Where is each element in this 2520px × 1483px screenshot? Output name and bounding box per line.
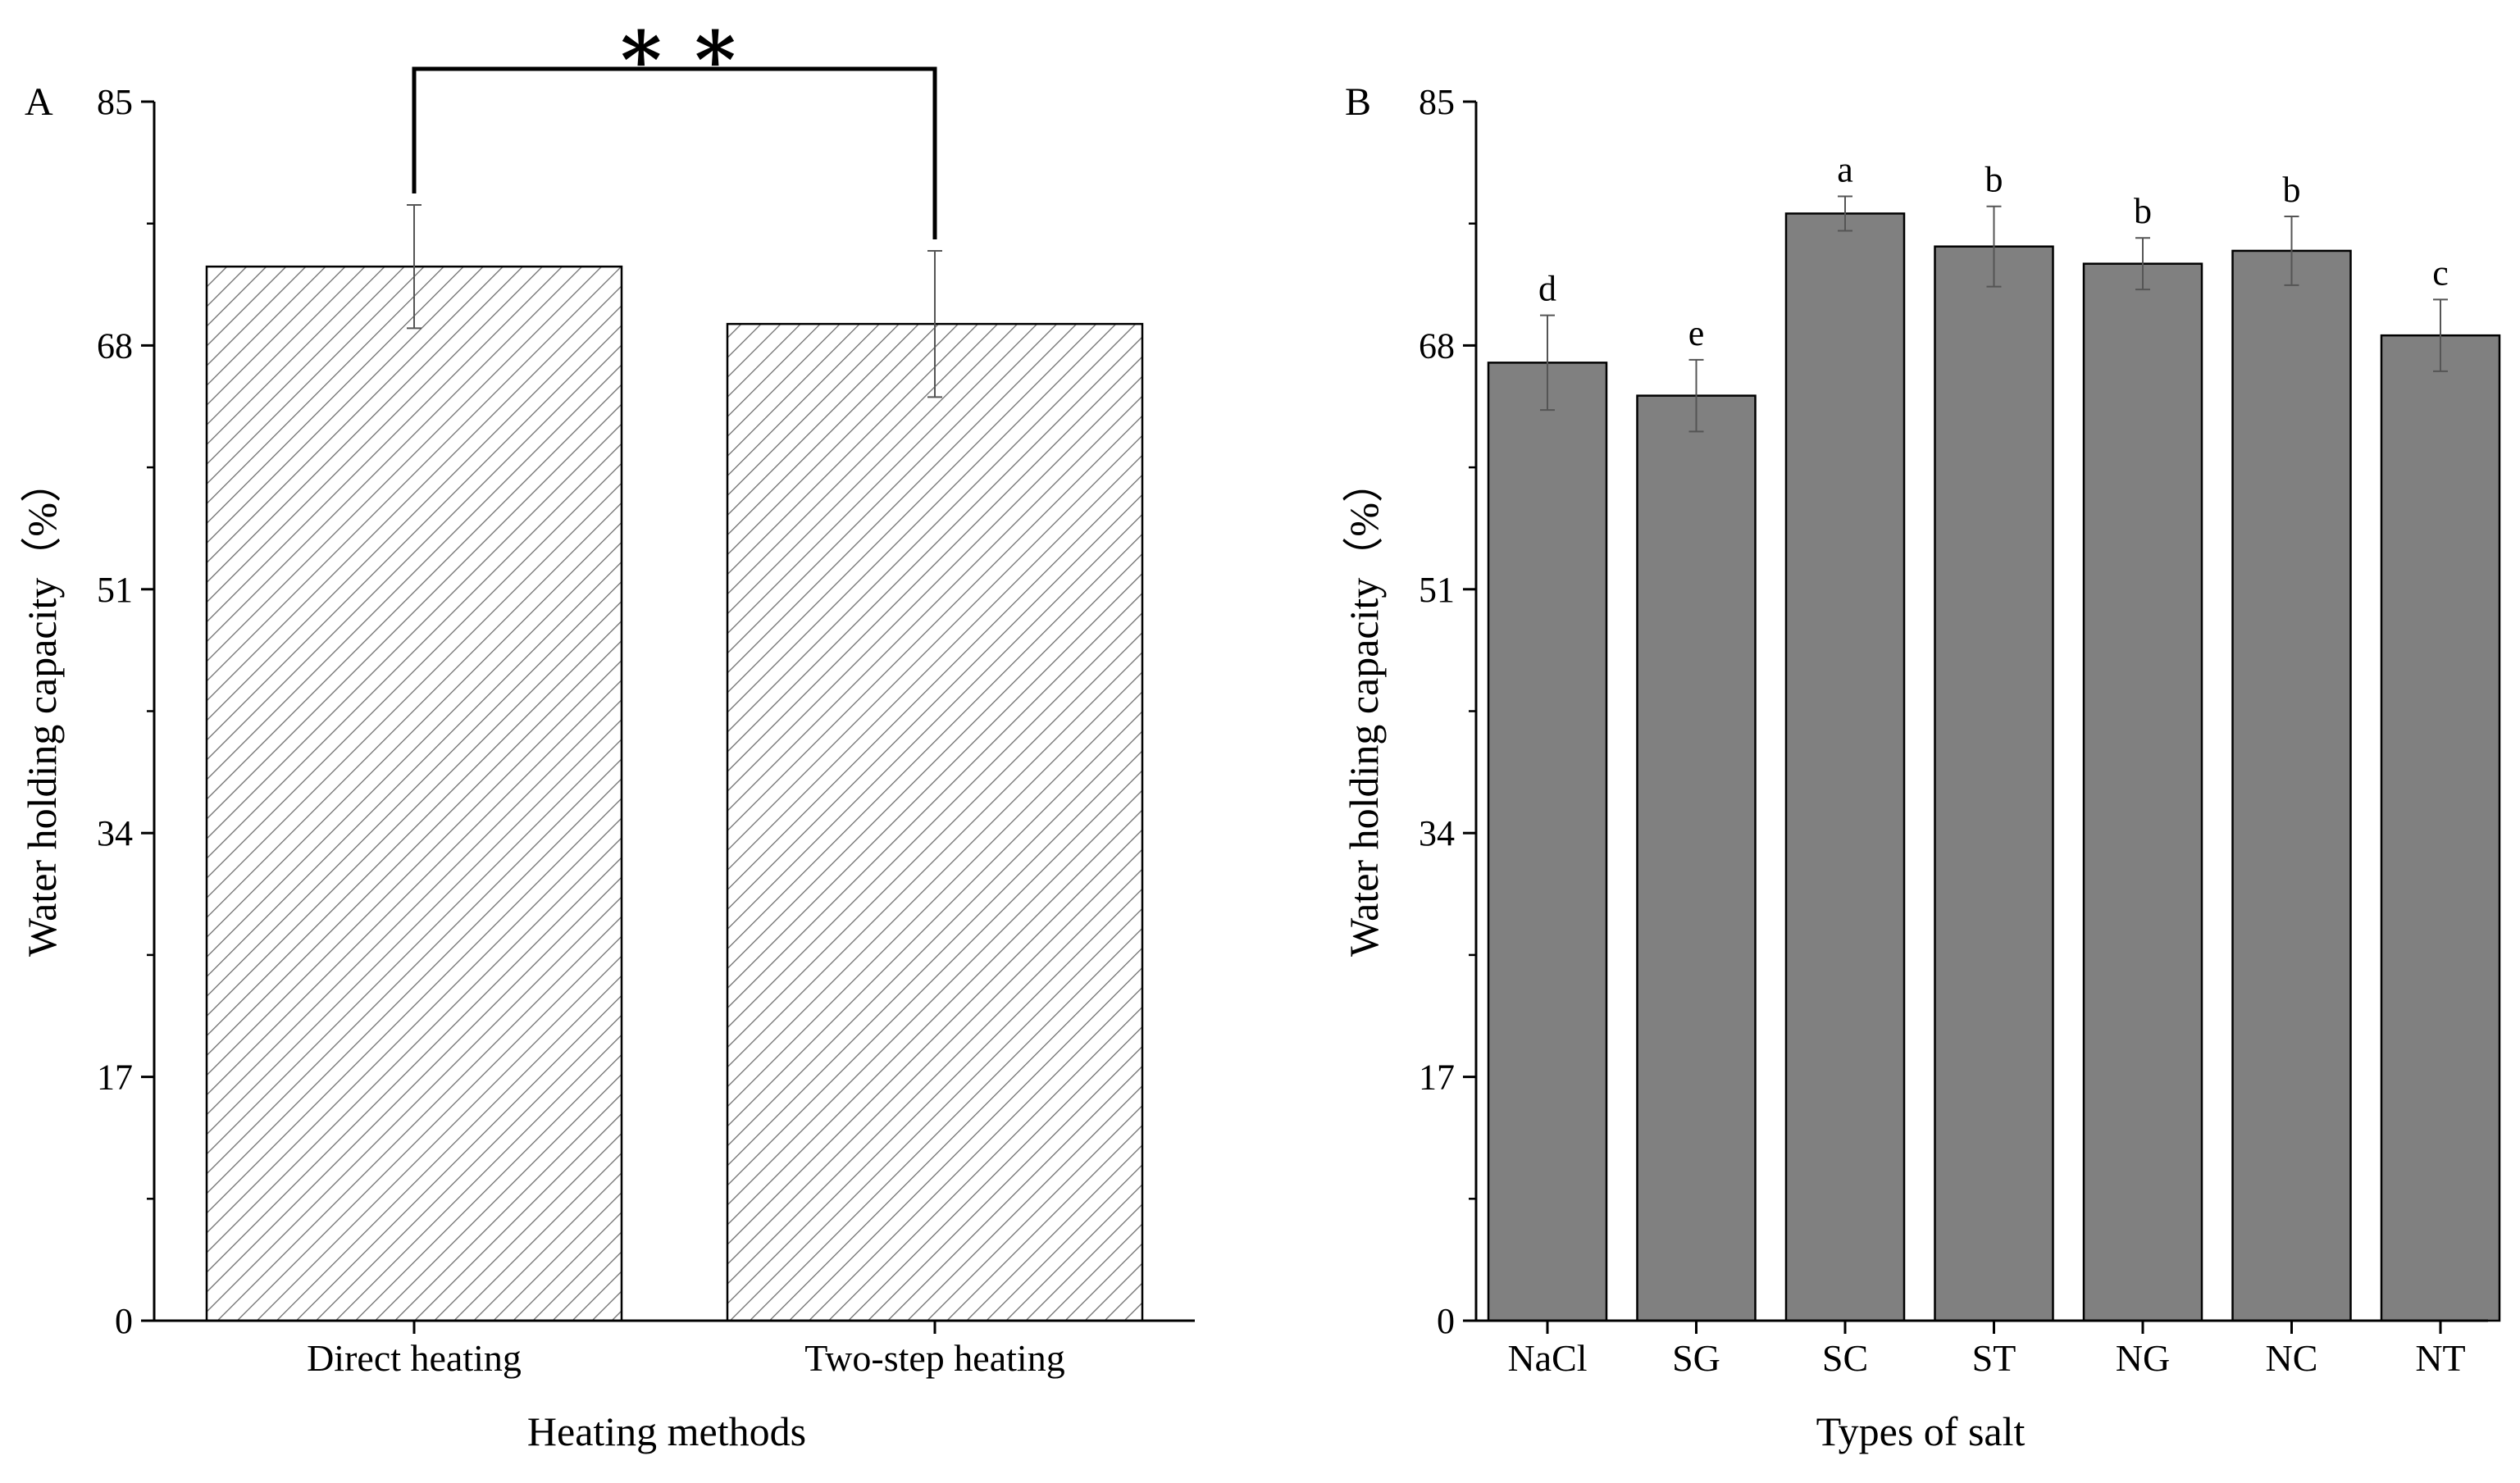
b-error-bar-6 <box>2433 298 2448 372</box>
a-category-label-1: Two-step heating <box>804 1337 1064 1379</box>
b-tick-label-4: 68 <box>1419 325 1455 366</box>
b-bar-1 <box>1636 394 1757 1322</box>
a-tick-label-2: 34 <box>97 813 133 853</box>
a-bar-0 <box>205 265 623 1322</box>
b-error-bar-0 <box>1540 314 1555 412</box>
b-bar-5 <box>2231 249 2352 1322</box>
b-tick-label-0: 0 <box>1437 1301 1455 1341</box>
b-category-label-3: ST <box>1972 1337 2016 1379</box>
panel-a-category-labels: Direct heating Two-step heating <box>307 1321 1065 1379</box>
b-bar-2 <box>1784 212 1906 1322</box>
b-significance-letter-4: b <box>2134 191 2152 231</box>
b-tick-label-2: 34 <box>1419 813 1455 853</box>
a-category-label-0: Direct heating <box>307 1337 522 1379</box>
a-error-bar-1 <box>927 249 942 398</box>
b-error-bar-1 <box>1688 358 1704 433</box>
b-bar-6 <box>2380 334 2501 1322</box>
panel-a-x-axis-title: Heating methods <box>527 1408 806 1454</box>
b-category-label-2: SC <box>1822 1337 1868 1379</box>
b-significance-letter-1: e <box>1688 313 1705 353</box>
b-error-bar-5 <box>2284 215 2299 286</box>
b-error-bar-2 <box>1838 195 1852 232</box>
b-category-label-6: NT <box>2415 1337 2465 1379</box>
panel-b-y-ticks: 0 17 34 51 68 85 <box>1419 82 1476 1341</box>
a-tick-label-0: 0 <box>115 1301 133 1341</box>
panel-b-significance-letters: d e a b b b c <box>1538 149 2449 353</box>
panel-a-y-axis-title: Water holding capacity（%） <box>19 462 65 957</box>
panel-a-bars <box>205 203 1144 1322</box>
a-bracket-line <box>412 66 937 239</box>
b-tick-label-5: 85 <box>1419 82 1455 122</box>
panel-b-category-labels: NaCl SG SC ST NG NC NT <box>1507 1321 2466 1379</box>
panel-b-letter: B <box>1345 80 1371 124</box>
panel-b-x-axis-title: Types of salt <box>1816 1408 2026 1454</box>
panel-b-bars <box>1487 195 2501 1322</box>
a-bar-1 <box>726 322 1144 1322</box>
b-bar-4 <box>2082 262 2203 1322</box>
b-tick-label-1: 17 <box>1419 1058 1455 1098</box>
b-significance-letter-2: a <box>1837 149 1853 189</box>
a-error-bar-0 <box>407 203 422 330</box>
panel-b-y-axis-title: Water holding capacity（%） <box>1341 462 1387 957</box>
panel-a-significance-mark: ∗ ∗ <box>614 2 743 89</box>
b-error-bar-3 <box>1986 205 2002 288</box>
b-significance-letter-6: c <box>2432 252 2449 293</box>
panel-a-y-ticks: 0 17 34 51 68 85 <box>97 82 154 1341</box>
panel-b: B 0 17 34 51 68 85 NaCl SG SC ST NG NC NT d e a b b b c T… <box>1341 80 2501 1454</box>
a-tick-label-1: 17 <box>97 1058 133 1098</box>
a-tick-label-5: 85 <box>97 82 133 122</box>
b-category-label-1: SG <box>1672 1337 1720 1379</box>
panel-a-significance-bracket <box>412 66 937 239</box>
b-significance-letter-5: b <box>2283 170 2301 210</box>
b-category-label-4: NG <box>2116 1337 2170 1379</box>
b-category-label-5: NC <box>2266 1337 2318 1379</box>
b-significance-letter-0: d <box>1538 269 1556 309</box>
b-tick-label-3: 51 <box>1419 570 1455 610</box>
b-significance-letter-3: b <box>1985 160 2003 200</box>
a-tick-label-4: 68 <box>97 325 133 366</box>
b-bar-0 <box>1487 362 1608 1322</box>
panel-a-letter: A <box>25 80 53 124</box>
b-bar-3 <box>1934 245 2054 1322</box>
b-category-label-0: NaCl <box>1507 1337 1587 1379</box>
b-error-bar-4 <box>2135 237 2150 291</box>
a-tick-label-3: 51 <box>97 570 133 610</box>
panel-a: A 0 17 34 51 68 85 Direct heating Two-step hea… <box>19 2 1195 1454</box>
